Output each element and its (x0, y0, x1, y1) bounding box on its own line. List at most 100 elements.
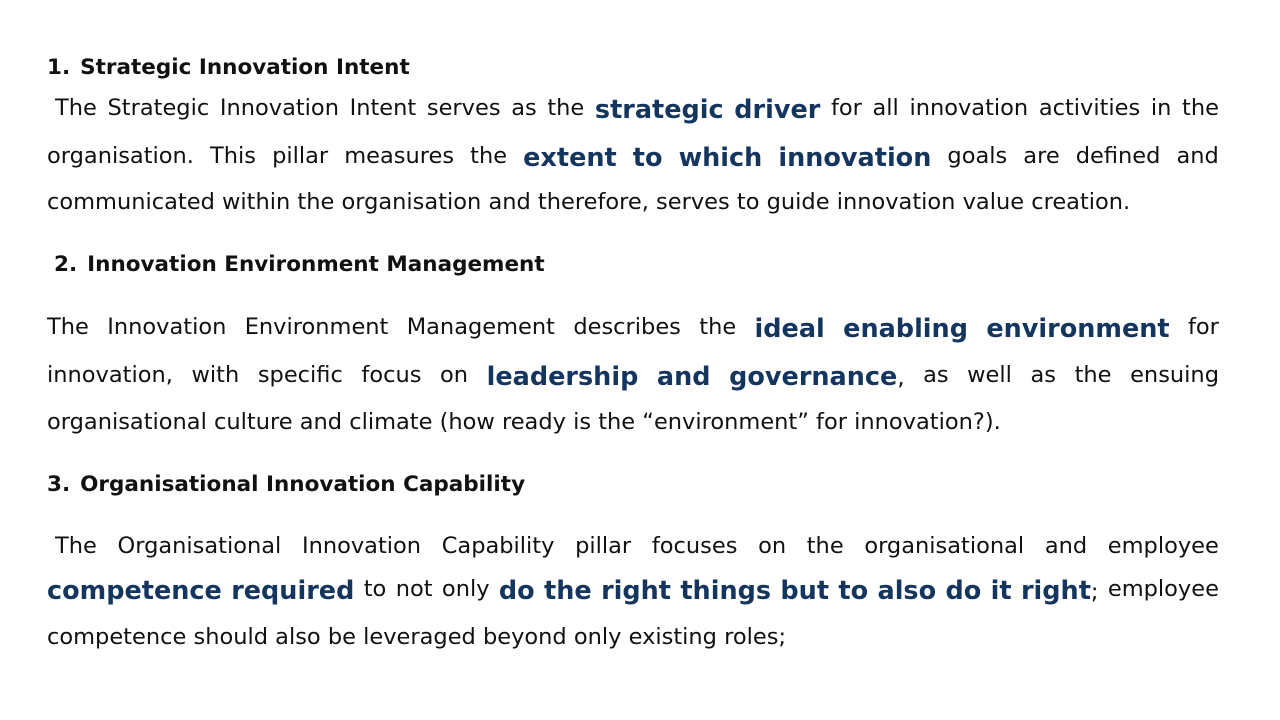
highlighted-word: required (231, 576, 355, 606)
section-title: Innovation Environment Management (87, 252, 545, 277)
word: activities (1038, 95, 1141, 121)
text-run: organisational culture and climate (how … (47, 409, 1001, 435)
word: goals (947, 143, 1008, 169)
word: The (47, 314, 89, 340)
word: for (1187, 314, 1219, 340)
word: as (511, 95, 537, 121)
word: innovation (909, 95, 1029, 121)
word: innovation, (47, 362, 173, 388)
highlighted-word: right (601, 576, 671, 606)
section-heading-2: 2. Innovation Environment Management (54, 252, 545, 277)
highlighted-word: do (498, 576, 535, 606)
word: the (1182, 95, 1219, 121)
highlighted-word: enabling (843, 314, 968, 344)
paragraph-line: organisation. This pillar measures the extent… (47, 143, 1219, 173)
word: Intent (349, 95, 417, 121)
highlighted-word: things (680, 576, 772, 606)
word: measures (344, 143, 455, 169)
word: describes (573, 314, 681, 340)
paragraph-line: competence required to not only do the right thi… (47, 576, 1219, 606)
word-group: governance, (729, 362, 904, 392)
paragraph-line: innovation, with specific focus on leadership… (47, 362, 1219, 392)
word: the (547, 95, 585, 121)
word: Capability (441, 533, 555, 559)
highlighted-word: also (877, 576, 937, 606)
word: only (441, 576, 490, 602)
word: on (758, 533, 787, 559)
highlighted-word: extent (523, 143, 617, 173)
word: all (872, 95, 899, 121)
word: ; (1090, 579, 1099, 605)
word: serves (426, 95, 501, 121)
word: as (923, 362, 949, 388)
word: and (1176, 143, 1219, 169)
word: This (210, 143, 257, 169)
word-group: right; (1021, 576, 1099, 606)
highlighted-word: right (1020, 576, 1091, 606)
highlighted-word: competence (47, 576, 222, 606)
word: the (806, 533, 844, 559)
paragraph-line: The Strategic Innovation Intent serves as the s… (47, 95, 1219, 125)
word: specific (257, 362, 343, 388)
word: employee (1107, 576, 1219, 602)
section-heading-1: 1. Strategic Innovation Intent (47, 55, 410, 80)
highlighted-word: ideal (754, 314, 825, 344)
highlighted-word: to (632, 143, 663, 173)
word: Environment (244, 314, 389, 340)
highlighted-word: which (678, 143, 763, 173)
highlighted-word: innovation (778, 143, 932, 173)
paragraph-line: The Innovation Environment Management descri… (47, 314, 1219, 344)
highlighted-word: do (945, 576, 982, 606)
highlighted-word: governance (729, 362, 898, 392)
word: on (440, 362, 469, 388)
word: with (191, 362, 240, 388)
word: organisation. (47, 143, 194, 169)
word: well (967, 362, 1012, 388)
word: not (395, 576, 433, 602)
word: The (55, 95, 97, 121)
word: pillar (272, 143, 329, 169)
text-run: competence should also be leveraged beyo… (47, 624, 787, 650)
word: Management (406, 314, 555, 340)
word: ensuing (1130, 362, 1219, 388)
section-title: Organisational Innovation Capability (80, 472, 526, 497)
word: focus (361, 362, 422, 388)
word: The (55, 533, 97, 559)
word: Organisational (117, 533, 282, 559)
word: pillar (575, 533, 632, 559)
paragraph-line: communicated within the organisation and… (47, 189, 1219, 215)
word: Innovation (107, 314, 227, 340)
word: in (1150, 95, 1172, 121)
highlighted-word: environment (986, 314, 1170, 344)
word: defined (1075, 143, 1161, 169)
word: organisational (864, 533, 1025, 559)
word: the (699, 314, 737, 340)
word: and (1044, 533, 1088, 559)
word: Innovation (219, 95, 339, 121)
section-heading-3: 3. Organisational Innovation Capability (47, 472, 525, 497)
word: the (1074, 362, 1112, 388)
section-number: 1. (47, 55, 71, 80)
word: Innovation (301, 533, 422, 559)
highlighted-word: strategic (594, 95, 724, 125)
word: as (1030, 362, 1056, 388)
word: to (363, 576, 387, 602)
text-run: communicated within the organisation and… (47, 189, 1131, 215)
highlighted-word: driver (734, 95, 821, 125)
highlighted-word: and (656, 362, 711, 392)
highlighted-word: leadership (486, 362, 639, 392)
paragraph-line: The Organisational Innovation Capability pil… (47, 533, 1219, 559)
highlighted-word: it (990, 576, 1012, 606)
section-title: Strategic Innovation Intent (80, 55, 410, 80)
word: for (830, 95, 862, 121)
section-number: 2. (54, 252, 78, 277)
word: employee (1107, 533, 1219, 559)
word: focuses (651, 533, 738, 559)
paragraph-line: competence should also be leveraged beyo… (47, 624, 1219, 650)
section-number: 3. (47, 472, 71, 497)
word: , (897, 365, 905, 391)
highlighted-word: to (838, 576, 869, 606)
word: Strategic (107, 95, 210, 121)
word: the (470, 143, 508, 169)
highlighted-word: but (780, 576, 830, 606)
